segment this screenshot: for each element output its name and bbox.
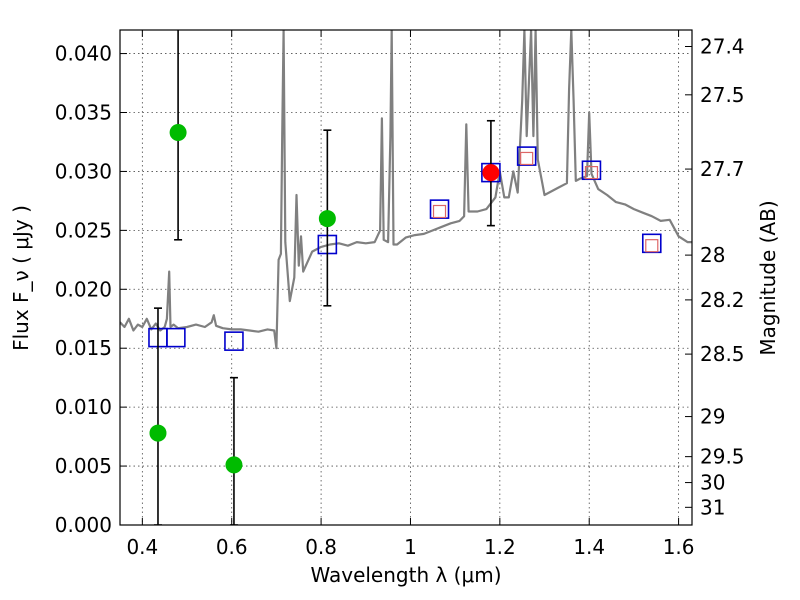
- y-axis-label: Flux F_ν ( μJy ): [9, 205, 33, 351]
- observed-flux-point: [482, 164, 500, 182]
- y-tick-label: 0.015: [55, 336, 112, 360]
- model-photometry-square: [581, 160, 602, 181]
- sed-model-line: [120, 30, 692, 350]
- model-photometry-square: [641, 233, 662, 254]
- y-tick-label: 0.035: [55, 101, 112, 125]
- model-photometry-square: [224, 331, 244, 351]
- y-tick-label: 0.040: [55, 42, 112, 66]
- mag-tick-label: 28.2: [700, 288, 745, 312]
- mag-tick-label: 27.7: [700, 157, 745, 181]
- mag-tick-label: 27.5: [700, 83, 745, 107]
- x-tick-label: 0.6: [216, 535, 248, 559]
- x-tick-label: 0.4: [126, 535, 158, 559]
- axis-ticks: [120, 30, 692, 526]
- mag-tick-label: 29.5: [700, 445, 745, 469]
- mag-tick-label: 27.4: [700, 35, 745, 59]
- mag-tick-label: 30: [700, 471, 725, 495]
- x-tick-label: 1.2: [484, 535, 516, 559]
- y-tick-label: 0.025: [55, 218, 112, 242]
- y-tick-label: 0.005: [55, 454, 112, 478]
- x-tick-label: 1.4: [573, 535, 605, 559]
- tick-labels: 0.4 0.6 0.8 1 1.2 1.4 1.6 0.000 0.005 0.010 0.015 0…: [55, 35, 745, 560]
- observed-flux-point: [169, 124, 187, 142]
- y-tick-label: 0.010: [55, 395, 112, 419]
- y-tick-label: 0.020: [55, 277, 112, 301]
- model-photometry-square: [166, 327, 186, 348]
- plot-area: [120, 30, 692, 525]
- y-tick-label: 0.000: [55, 513, 112, 537]
- observed-flux-point: [318, 210, 336, 228]
- plot-frame: [119, 29, 693, 526]
- x-tick-label: 1.6: [663, 535, 695, 559]
- model-photometry-square: [516, 146, 537, 166]
- observed-flux-point: [225, 456, 243, 474]
- mag-tick-label: 28.5: [700, 342, 745, 366]
- model-photometry-inner-square: [520, 151, 534, 166]
- observed-flux-point: [149, 424, 167, 442]
- x-tick-label: 0.8: [305, 535, 337, 559]
- mag-tick-label: 29: [700, 405, 725, 429]
- x-tick-label: 1: [404, 535, 417, 559]
- y-tick-label: 0.030: [55, 159, 112, 183]
- y-axis-right-label: Magnitude (AB): [756, 200, 780, 355]
- grid-lines: [120, 30, 692, 525]
- x-axis-label: Wavelength λ (μm): [310, 563, 501, 587]
- mag-tick-label: 28: [700, 243, 725, 267]
- model-photometry-inner-square: [432, 204, 447, 219]
- mag-tick-label: 31: [700, 495, 725, 519]
- model-photometry-inner-square: [645, 239, 659, 253]
- model-photometry-square: [429, 199, 450, 219]
- model-photometry-inner-square: [584, 166, 599, 180]
